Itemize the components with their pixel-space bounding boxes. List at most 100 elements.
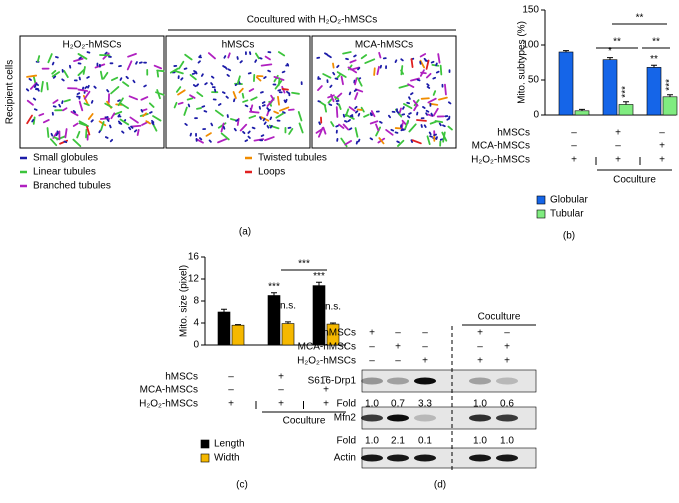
mitochondrion — [32, 75, 37, 85]
mitochondrion — [203, 110, 208, 113]
mitochondrion — [90, 119, 94, 123]
mitochondrion — [410, 139, 414, 143]
mitochondrion — [40, 80, 44, 93]
mitochondrion — [143, 84, 147, 88]
mitochondrion — [342, 51, 352, 55]
mitochondrion — [36, 55, 41, 63]
mitochondrion — [156, 70, 160, 78]
mitochondrion — [408, 123, 417, 133]
mitochondrion — [87, 113, 94, 120]
mitochondrion — [438, 96, 448, 101]
mitochondrion — [329, 84, 333, 88]
mitochondrion — [349, 59, 357, 64]
mitochondrion — [129, 116, 139, 124]
mitochondrion — [33, 108, 38, 111]
mitochondrion — [35, 82, 39, 86]
treatment-value: + — [615, 155, 621, 166]
mitochondrion — [334, 77, 339, 80]
mitochondrion — [152, 115, 162, 122]
legend-label: Linear tubules — [33, 167, 96, 178]
mitochondrion — [336, 73, 342, 79]
treatment-value: + — [504, 342, 510, 353]
mitochondrion — [336, 64, 340, 69]
group-label: Coculture — [283, 416, 326, 427]
mitochondrion — [285, 63, 289, 67]
mitochondrion — [87, 84, 90, 89]
mitochondrion — [210, 75, 215, 79]
mitochondrion — [248, 115, 257, 119]
mitochondrion — [121, 130, 125, 134]
fold-value: 1.0 — [473, 399, 487, 410]
mitochondrion — [273, 110, 279, 115]
mitochondrion — [347, 119, 351, 123]
error-bar — [330, 322, 336, 325]
mitochondrion — [332, 71, 336, 76]
mitochondrion — [73, 57, 84, 63]
mitochondrion — [407, 83, 415, 88]
y-tick-label: 0 — [193, 340, 199, 351]
mitochondrion — [222, 125, 226, 130]
mitochondrion — [266, 107, 270, 111]
mitochondrion — [217, 137, 228, 144]
mitochondrion — [173, 69, 184, 75]
mitochondrion — [432, 90, 437, 96]
mitochondrion — [428, 131, 432, 136]
legend-swatch — [200, 439, 210, 449]
mitochondrion — [336, 71, 347, 78]
mitochondrion — [225, 95, 229, 99]
mitochondrion — [370, 110, 376, 118]
mitochondrion — [327, 98, 333, 104]
mitochondrion — [363, 113, 370, 118]
y-tick-label: 16 — [188, 252, 200, 263]
mitochondrion — [51, 71, 61, 78]
y-tick-label: 0 — [533, 110, 539, 121]
blot-band — [469, 377, 491, 385]
mitochondrion — [437, 53, 441, 64]
treatment-value: + — [659, 141, 665, 152]
mitochondrion — [126, 60, 133, 71]
mitochondrion — [432, 107, 439, 117]
mitochondrion — [135, 61, 138, 65]
mitochondrion — [425, 72, 432, 79]
legend-label: Tubular — [550, 209, 584, 220]
group-label: Coculture — [478, 312, 521, 323]
mitochondrion — [241, 92, 245, 99]
mitochondrion — [109, 138, 114, 143]
mitochondrion — [447, 101, 452, 105]
treatment-value: + — [228, 399, 234, 410]
mitochondrion — [338, 123, 345, 129]
mitochondrion — [355, 140, 359, 145]
mitochondrion — [106, 118, 110, 122]
mitochondrion — [408, 96, 411, 100]
mitochondrion — [406, 115, 411, 119]
mitochondrion — [140, 109, 144, 113]
mitochondrion — [110, 86, 120, 95]
mitochondrion — [253, 138, 265, 142]
mitochondrion — [189, 132, 192, 137]
mitochondrion — [177, 101, 184, 105]
treatment-value: – — [422, 328, 428, 339]
mitochondrion — [263, 76, 267, 79]
mitochondrion — [281, 88, 289, 91]
mitochondrion — [55, 56, 59, 59]
mitochondrion — [236, 75, 241, 85]
mitochondrion — [369, 120, 379, 125]
mitochondrion — [192, 84, 197, 88]
mitochondrion — [61, 100, 64, 105]
mitochondrion — [328, 55, 332, 59]
mitochondrion — [62, 107, 68, 112]
mitochondrion — [442, 124, 446, 128]
mitochondrion — [233, 98, 236, 103]
mitochondrion — [357, 138, 361, 143]
mitochondrion — [266, 125, 270, 129]
fold-value: 0.7 — [391, 399, 405, 410]
mitochondrion — [413, 99, 420, 107]
error-bar — [563, 50, 569, 52]
fold-value: 1.0 — [365, 436, 379, 447]
mitochondrion — [145, 120, 151, 125]
mitochondrion — [82, 94, 89, 106]
mitochondrion — [189, 94, 196, 99]
mitochondrion — [149, 111, 153, 114]
mitochondrion — [419, 53, 427, 58]
fold-value: 0.1 — [418, 436, 432, 447]
